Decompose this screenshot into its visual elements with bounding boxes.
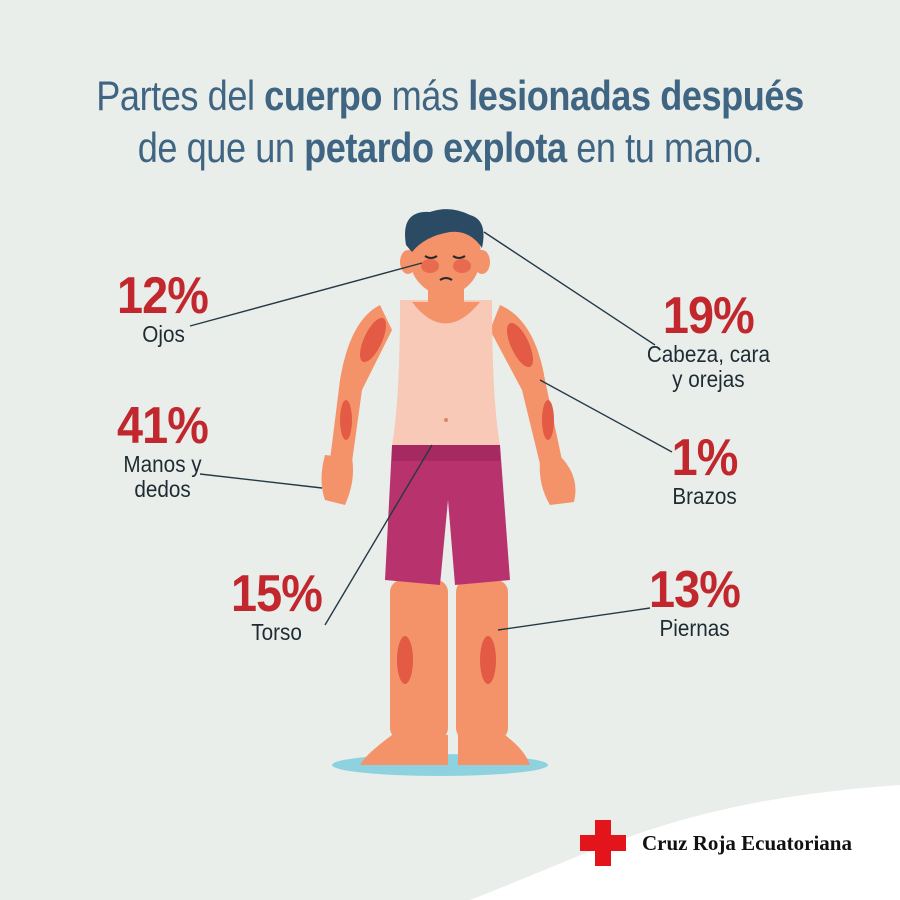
stat-cabeza-label: Cabeza, cara y orejas bbox=[646, 341, 770, 392]
stat-torso-percent: 15% bbox=[231, 565, 323, 623]
stat-ojos: 12% Ojos bbox=[117, 267, 209, 347]
stat-ojos-label: Ojos bbox=[142, 321, 185, 347]
stat-manos: 41% Manos y dedos bbox=[117, 397, 209, 502]
stat-piernas: 13% Piernas bbox=[649, 561, 741, 641]
leader-line-torso bbox=[324, 444, 433, 626]
title-line-2: de que un petardo explota en tu mano. bbox=[137, 124, 763, 171]
leader-line-brazos bbox=[539, 379, 673, 453]
leader-lines bbox=[189, 231, 673, 631]
stat-cabeza-percent: 19% bbox=[662, 287, 755, 345]
leader-line-cabeza bbox=[483, 231, 656, 346]
stat-cabeza: 19% Cabeza, cara y orejas bbox=[647, 290, 770, 392]
stat-manos-label: Manos y dedos bbox=[123, 451, 202, 502]
brand-name: Cruz Roja Ecuatoriana bbox=[642, 830, 852, 855]
arms bbox=[321, 305, 576, 505]
footer-wave bbox=[470, 785, 900, 900]
cruz-roja-logo: Cruz Roja Ecuatoriana bbox=[580, 820, 852, 866]
shorts bbox=[385, 445, 510, 585]
leader-line-manos bbox=[199, 473, 323, 489]
stat-brazos-label: Brazos bbox=[672, 483, 737, 509]
stat-manos-percent: 41% bbox=[117, 397, 209, 455]
stat-torso: 15% Torso bbox=[231, 565, 323, 645]
title-line-1: Partes del cuerpo más lesionadas después bbox=[96, 72, 804, 119]
legs bbox=[360, 580, 530, 765]
head bbox=[400, 209, 490, 308]
stat-ojos-percent: 12% bbox=[117, 267, 209, 325]
leader-line-piernas bbox=[497, 607, 651, 631]
stat-brazos-percent: 1% bbox=[671, 429, 739, 487]
stat-brazos: 1% Brazos bbox=[671, 429, 739, 509]
stat-piernas-label: Piernas bbox=[659, 615, 730, 641]
red-cross-icon bbox=[580, 820, 626, 866]
tank-top bbox=[392, 300, 500, 445]
stat-piernas-percent: 13% bbox=[649, 561, 741, 619]
page-title: Partes del cuerpo más lesionadas después… bbox=[63, 70, 837, 174]
leader-line-ojos bbox=[189, 262, 423, 327]
stat-torso-label: Torso bbox=[251, 619, 302, 645]
